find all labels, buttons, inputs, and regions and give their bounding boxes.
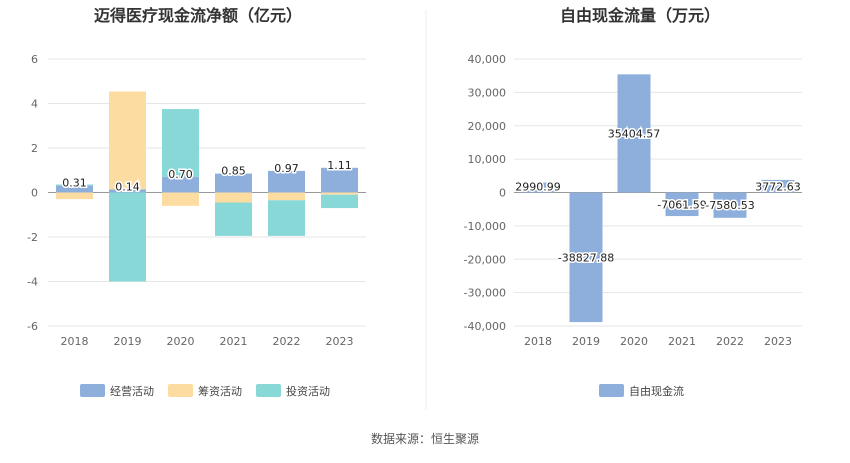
y-tick-label: 0 — [499, 187, 506, 200]
y-tick-label: 30,000 — [468, 86, 507, 99]
bar — [665, 192, 699, 217]
bar-segment — [268, 170, 305, 193]
source-note: 数据来源：恒生聚源 — [371, 431, 479, 446]
bar-segment — [162, 192, 199, 206]
y-tick-label: -2 — [27, 231, 38, 244]
bar-segment — [56, 184, 93, 186]
x-tick-label: 2022 — [273, 335, 301, 348]
bar-segment — [268, 192, 305, 201]
y-tick-label: -20,000 — [464, 253, 506, 266]
legend-swatch — [168, 384, 193, 397]
y-tick-label: 20,000 — [468, 120, 507, 133]
data-label: 0.31 — [62, 177, 87, 190]
data-label: -7580.53 — [705, 199, 754, 212]
y-tick-label: 0 — [31, 187, 38, 200]
y-tick-label: -10,000 — [464, 220, 506, 233]
data-label: 3772.63 — [755, 181, 801, 194]
legend-label: 投资活动 — [286, 384, 330, 398]
x-tick-label: 2022 — [716, 335, 744, 348]
data-label: 35404.57 — [608, 127, 661, 140]
x-tick-label: 2020 — [167, 335, 195, 348]
bar-segment — [268, 200, 305, 236]
y-tick-label: -40,000 — [464, 320, 506, 333]
bar — [569, 192, 603, 323]
x-tick-label: 2021 — [220, 335, 248, 348]
bar-segment — [109, 91, 146, 190]
bar-segment — [321, 192, 358, 195]
bar — [521, 182, 555, 193]
x-tick-label: 2020 — [620, 335, 648, 348]
bar-segment — [109, 189, 146, 193]
bar-segment — [162, 109, 199, 177]
bar-segment — [215, 192, 252, 203]
left-chart-title: 迈得医疗现金流净额（亿元） — [94, 6, 302, 25]
legend-label: 自由现金流 — [629, 384, 684, 398]
data-label: 2990.99 — [515, 181, 561, 194]
data-label: 0.70 — [168, 168, 193, 181]
y-tick-label: 4 — [31, 98, 38, 111]
y-tick-label: -30,000 — [464, 287, 506, 300]
bar-segment — [162, 176, 199, 193]
bar-segment — [109, 192, 146, 282]
x-tick-label: 2018 — [524, 335, 552, 348]
legend-swatch — [256, 384, 281, 397]
y-tick-label: -4 — [27, 276, 38, 289]
bar — [617, 74, 651, 193]
y-tick-label: 6 — [31, 53, 38, 66]
legend-swatch — [80, 384, 105, 397]
data-label: 1.11 — [327, 159, 352, 172]
bar-segment — [321, 194, 358, 209]
x-tick-label: 2018 — [61, 335, 89, 348]
data-label: 0.85 — [221, 165, 246, 178]
data-label: -38827.88 — [558, 251, 614, 264]
y-tick-label: -6 — [27, 320, 38, 333]
bar — [761, 179, 795, 193]
left-chart: 6 4 2 0 -2 -4 -6 2018 0.31 2019 0.14 2020 0.70 2021 0.… — [27, 53, 366, 398]
data-label: 0.14 — [115, 180, 140, 193]
y-tick-label: 40,000 — [468, 53, 507, 66]
legend-label: 筹资活动 — [198, 384, 242, 398]
x-tick-label: 2023 — [326, 335, 354, 348]
y-tick-label: 10,000 — [468, 153, 507, 166]
data-label: 0.97 — [274, 162, 299, 175]
bar-segment — [56, 185, 93, 193]
x-tick-label: 2019 — [114, 335, 142, 348]
bar-segment — [215, 173, 252, 193]
x-tick-label: 2023 — [764, 335, 792, 348]
legend-swatch — [599, 384, 624, 397]
bar — [713, 192, 747, 218]
bar-segment — [56, 192, 93, 200]
right-chart: 40,000 30,000 20,000 10,000 0 -10,000 -20,000 -… — [464, 53, 803, 398]
legend-label: 经营活动 — [110, 384, 154, 398]
data-label: -7061.59 — [657, 198, 706, 211]
bar-segment — [321, 167, 358, 193]
y-tick-label: 2 — [31, 142, 38, 155]
x-tick-label: 2019 — [572, 335, 600, 348]
x-tick-label: 2021 — [668, 335, 696, 348]
right-chart-title: 自由现金流量（万元） — [560, 6, 720, 25]
bar-segment — [215, 202, 252, 236]
